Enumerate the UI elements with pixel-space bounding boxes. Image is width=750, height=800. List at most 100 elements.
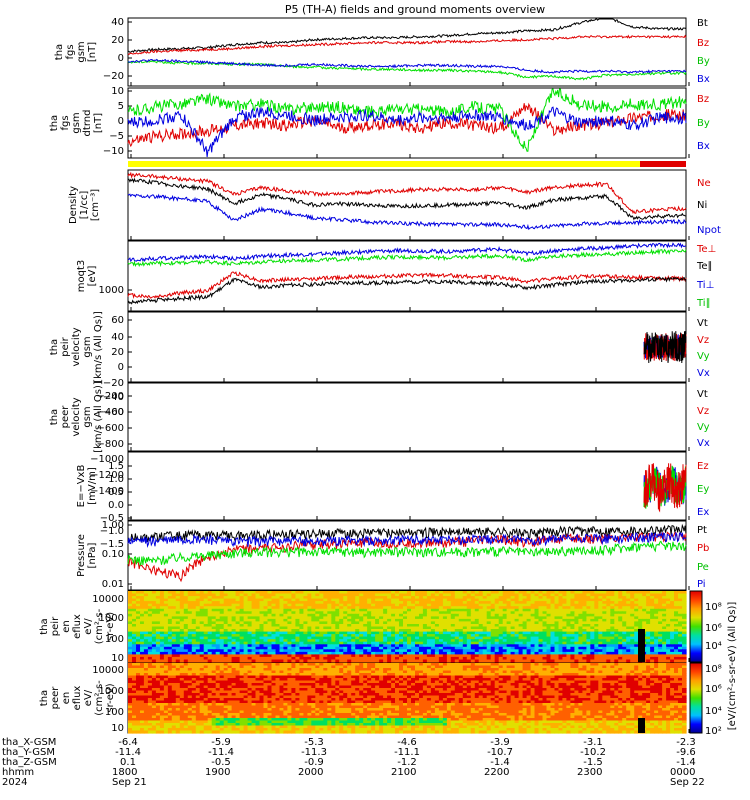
spectrogram-cell [247, 616, 253, 620]
spectrogram-cell [343, 618, 348, 622]
spectrogram-cell [347, 629, 352, 633]
spectrogram-cell [670, 651, 675, 655]
spectrogram-cell [526, 670, 532, 674]
spectrogram-cell [546, 654, 552, 658]
spectrogram-cell [143, 641, 149, 645]
spectrogram-cell [514, 626, 520, 630]
spectrogram-cell [478, 618, 484, 622]
spectrogram-cell [379, 668, 384, 672]
spectrogram-cell [151, 624, 157, 628]
spectrogram-cell [458, 651, 464, 655]
spectrogram-cell [574, 613, 579, 617]
spectrogram-cell [594, 611, 599, 615]
spectrogram-cell [151, 593, 157, 597]
spectrogram-cell [175, 626, 181, 630]
spectrogram-cell [219, 606, 225, 610]
spectrogram-cell [530, 639, 536, 643]
spectrogram-cell [359, 613, 364, 617]
spectrogram-cell [383, 634, 388, 638]
spectrogram-cell [132, 675, 137, 679]
spectrogram-cell [267, 670, 273, 674]
spectrogram-cell [454, 601, 460, 605]
spectrogram-cell [211, 663, 217, 667]
spectrogram-cell [379, 673, 384, 677]
spectrogram-cell [482, 608, 488, 612]
spectrogram-cell [259, 668, 265, 672]
spectrogram-cell [562, 606, 567, 610]
spectrogram-cell [482, 613, 488, 617]
spectrogram-cell [662, 649, 667, 653]
spectrogram-cell [339, 626, 344, 630]
spectrogram-cell [311, 659, 316, 663]
spectrogram-cell [614, 656, 619, 660]
spectrogram-cell [151, 601, 157, 605]
spectrogram-cell [315, 670, 320, 674]
spectrogram-cell [415, 606, 420, 610]
series-Pt [127, 523, 687, 544]
spectrogram-cell [606, 663, 611, 667]
spectrogram-cell [371, 641, 376, 645]
spectrogram-cell [430, 670, 436, 674]
spectrogram-cell [191, 673, 197, 677]
y-axis-label: E=−VxB [76, 465, 87, 508]
spectrogram-cell [327, 659, 332, 663]
spectrogram-cell [586, 621, 591, 625]
spectrogram-cell [666, 626, 671, 630]
spectrogram-cell [159, 629, 165, 633]
spectrogram-cell [243, 613, 249, 617]
spectrogram-cell [179, 663, 185, 667]
spectrogram-cell [207, 639, 213, 643]
spectrogram-cell [307, 665, 312, 669]
spectrogram-cell [634, 654, 639, 658]
spectrogram-cell [287, 613, 292, 617]
spectrogram-cell [498, 629, 504, 633]
spectrogram-cell [446, 629, 452, 633]
spectrogram-cell [251, 663, 257, 667]
spectrogram-cell [147, 639, 153, 643]
spectrogram-cell [614, 608, 619, 612]
spectrogram-cell [331, 649, 336, 653]
spectrogram-cell [383, 591, 388, 595]
spectrogram-cell [646, 601, 651, 605]
spectrogram-cell [490, 641, 496, 645]
spectrogram-cell [646, 663, 651, 667]
spectrogram-cell [287, 651, 292, 655]
spectrogram-cell [151, 675, 157, 679]
spectrogram-cell [602, 649, 607, 653]
spectrogram-cell [327, 624, 332, 628]
spectrogram-cell [562, 665, 567, 669]
spectrogram-cell [327, 663, 332, 667]
spectrogram-cell [598, 631, 603, 635]
spectrogram-cell [550, 641, 556, 645]
spectrogram-cell [319, 616, 324, 620]
spectrogram-cell [626, 670, 631, 674]
spectrogram-cell [594, 613, 599, 617]
spectrogram-cell [227, 626, 233, 630]
series-Bz [127, 102, 687, 148]
spectrogram-cell [574, 646, 579, 650]
spectrogram-cell [211, 591, 217, 595]
spectrogram-cell [275, 631, 281, 635]
spectrogram-cell [235, 618, 241, 622]
spectrogram-cell [482, 639, 488, 643]
spectrogram-cell [259, 608, 265, 612]
spectrogram-cell [275, 639, 281, 643]
spectrogram-cell [128, 634, 133, 638]
spectrogram-cell [478, 603, 484, 607]
spectrogram-cell [187, 670, 193, 674]
spectrogram-cell [199, 593, 205, 597]
spectrogram-cell [411, 618, 416, 622]
spectrogram-cell [175, 675, 181, 679]
spectrogram-cell [530, 618, 536, 622]
spectrogram-cell [128, 675, 133, 679]
spectrogram-cell [315, 613, 320, 617]
spectrogram-cell [558, 644, 564, 648]
spectrogram-cell [618, 636, 623, 640]
spectrogram-cell [287, 626, 292, 630]
spectrogram-cell [231, 591, 237, 595]
spectrogram-cell [634, 596, 639, 600]
spectrogram-cell [271, 621, 277, 625]
spectrogram-cell [279, 670, 285, 674]
spectrogram-cell [415, 634, 420, 638]
spectrogram-cell [183, 631, 189, 635]
